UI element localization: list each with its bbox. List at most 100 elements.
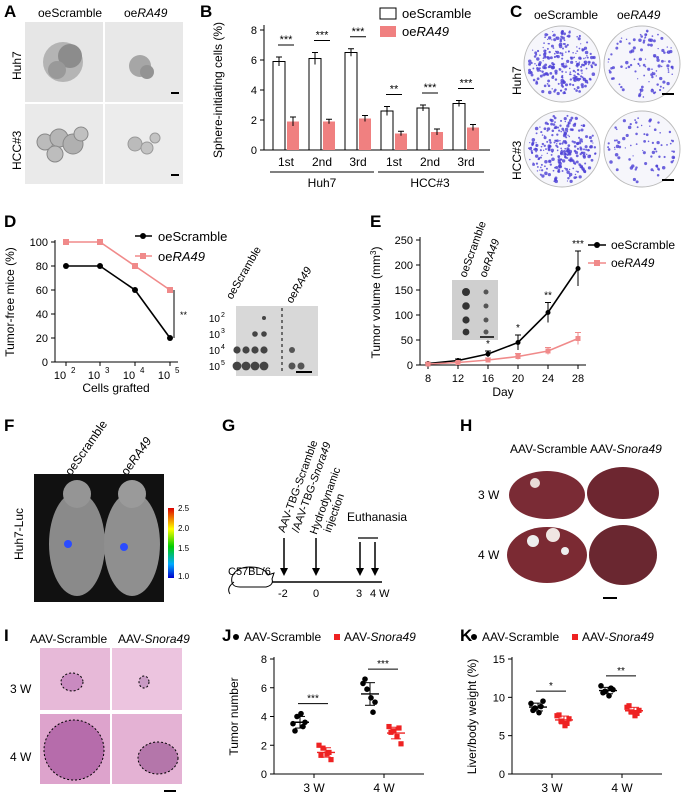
e-point bbox=[545, 310, 551, 315]
colony-dot bbox=[554, 178, 557, 182]
colony-dot bbox=[569, 179, 573, 184]
colony-dot bbox=[554, 121, 556, 124]
k-legend-label-snora49: AAV-Snora49 bbox=[582, 630, 654, 644]
colony-dot bbox=[539, 156, 542, 159]
e-point bbox=[575, 266, 581, 271]
colony-dot bbox=[542, 60, 544, 62]
colony-dot bbox=[547, 56, 551, 60]
colony-dot bbox=[581, 140, 584, 143]
colony-dot bbox=[569, 78, 573, 81]
j-point-snora49 bbox=[320, 745, 326, 751]
colony-dot bbox=[662, 80, 666, 84]
colony-dot bbox=[663, 155, 666, 159]
colony-dot bbox=[639, 88, 642, 91]
j-legend-label-scramble: AAV-Scramble bbox=[244, 630, 321, 644]
k-point-scramble bbox=[528, 700, 534, 707]
colony-dot bbox=[634, 121, 638, 124]
colony-dot bbox=[554, 71, 558, 75]
colony-dot bbox=[608, 69, 611, 72]
b-sig: *** bbox=[280, 34, 294, 46]
colony-dot bbox=[660, 59, 664, 63]
d-inset-row-exp: 3 bbox=[221, 328, 225, 335]
colony-dot bbox=[553, 116, 557, 120]
d-inset-row-exp: 2 bbox=[221, 312, 225, 319]
colony-dot bbox=[561, 36, 565, 40]
colony-dot bbox=[591, 134, 594, 137]
colony-dot bbox=[563, 117, 567, 121]
colony-dot bbox=[578, 90, 581, 93]
colony-dot bbox=[563, 155, 567, 159]
colony-dot bbox=[578, 56, 582, 60]
colony-dot bbox=[627, 65, 631, 69]
colony-dot bbox=[563, 81, 566, 84]
e-point bbox=[455, 360, 461, 365]
b-bar-scramble bbox=[416, 107, 430, 151]
colony-dot bbox=[544, 63, 548, 67]
colony-dot bbox=[634, 119, 637, 121]
colony-dot bbox=[635, 180, 639, 184]
d-xtick-exp: 3 bbox=[105, 366, 110, 375]
d-inset-row-label: 10 bbox=[209, 346, 221, 357]
colony-dot bbox=[655, 70, 658, 72]
d-inset-row-label: 10 bbox=[209, 314, 221, 325]
k-point-snora49 bbox=[636, 707, 642, 713]
colony-dot bbox=[658, 155, 661, 158]
e-line-0 bbox=[427, 268, 579, 365]
colony-dot bbox=[568, 175, 571, 178]
colony-dot bbox=[546, 152, 548, 155]
colony-dot bbox=[638, 94, 641, 98]
j-sig: *** bbox=[307, 694, 319, 705]
d-inset-row-exp: 5 bbox=[221, 360, 225, 367]
colony-dot bbox=[545, 167, 548, 170]
e-xtick-label: 16 bbox=[482, 373, 494, 385]
b-sig: *** bbox=[316, 30, 330, 42]
colony-dot bbox=[547, 90, 552, 95]
j-point-snora49 bbox=[398, 741, 404, 747]
colony-dot bbox=[657, 64, 661, 68]
g-tick-3: 3 bbox=[356, 588, 363, 600]
colony-dot bbox=[576, 147, 580, 150]
b-ytick-label: 6 bbox=[251, 55, 257, 67]
colony-dot bbox=[630, 144, 632, 147]
colony-dot bbox=[550, 44, 554, 48]
tumor-dot bbox=[233, 346, 241, 354]
colony-dot bbox=[528, 68, 532, 72]
colony-dot bbox=[644, 65, 647, 68]
colony-dot bbox=[573, 87, 576, 90]
b-bar-ra49 bbox=[431, 132, 443, 150]
colony-dot bbox=[586, 56, 589, 59]
colony-dot bbox=[588, 63, 590, 66]
colony-dot bbox=[558, 142, 562, 145]
colony-dot bbox=[548, 50, 551, 54]
b-bar-ra49 bbox=[467, 127, 479, 150]
colony-dot bbox=[552, 169, 555, 172]
d-xtick-label: 10 bbox=[54, 370, 66, 382]
colony-dot bbox=[532, 78, 536, 82]
colony-dot bbox=[559, 139, 561, 142]
tumor-dot bbox=[262, 316, 266, 320]
panel-label-f: F bbox=[4, 416, 15, 435]
colony-dot bbox=[670, 160, 674, 164]
colony-dot bbox=[592, 56, 595, 59]
tumor-dot bbox=[297, 362, 305, 370]
colony-dot bbox=[615, 168, 619, 172]
colony-dot bbox=[644, 37, 646, 39]
g-euthanasia: Euthanasia bbox=[347, 510, 408, 524]
j-point-snora49 bbox=[388, 729, 394, 735]
colony-dot bbox=[549, 163, 552, 166]
colony-dot bbox=[564, 120, 567, 123]
colony-dot bbox=[586, 54, 588, 57]
colony-dot bbox=[672, 150, 676, 153]
tumor-dot bbox=[260, 346, 268, 354]
colony-dot bbox=[588, 61, 591, 64]
j-ytick-label: 0 bbox=[261, 769, 267, 781]
colony-dot bbox=[560, 130, 563, 133]
e-xtick-label: 8 bbox=[425, 373, 431, 385]
colony-dot bbox=[535, 81, 539, 85]
colony-dot bbox=[586, 41, 589, 44]
d-inset-label-scramble: oeScramble bbox=[224, 245, 264, 302]
colony-dot bbox=[607, 58, 610, 61]
colony-dot bbox=[565, 71, 567, 73]
k-point-snora49 bbox=[566, 716, 572, 722]
colony-dot bbox=[617, 156, 621, 160]
